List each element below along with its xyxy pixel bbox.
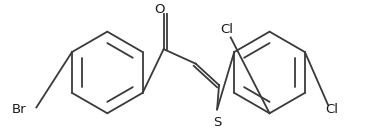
Text: Br: Br <box>12 103 26 116</box>
Text: Cl: Cl <box>325 103 338 116</box>
Text: Cl: Cl <box>220 23 233 36</box>
Text: O: O <box>154 3 165 16</box>
Text: S: S <box>213 116 221 129</box>
